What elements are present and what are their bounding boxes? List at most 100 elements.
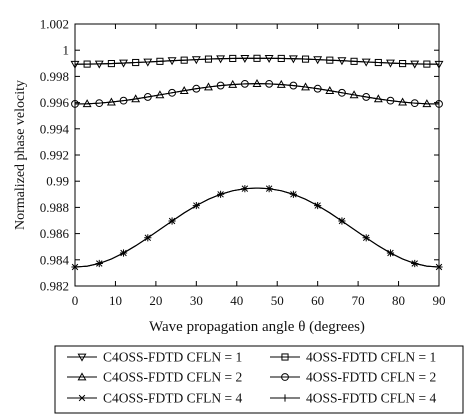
data-point-marker xyxy=(399,60,407,68)
y-tick-label: 0.992 xyxy=(40,148,69,163)
x-tick-label: 60 xyxy=(311,293,324,308)
x-tick-label: 10 xyxy=(109,293,122,308)
data-point-marker xyxy=(386,96,395,105)
legend-label: C4OSS-FDTD CFLN = 2 xyxy=(103,370,242,385)
data-point-marker xyxy=(240,79,249,88)
data-point-marker xyxy=(374,58,382,67)
x-tick-label: 80 xyxy=(392,293,405,308)
y-tick-label: 0.988 xyxy=(40,200,69,215)
series-line xyxy=(74,187,440,268)
legend-label: 4OSS-FDTD CFLN = 4 xyxy=(306,391,437,406)
data-point-marker xyxy=(71,99,79,108)
data-point-marker xyxy=(277,54,285,63)
data-point-marker xyxy=(338,217,346,225)
x-tick-label: 30 xyxy=(190,293,203,308)
data-point-marker xyxy=(168,88,176,97)
series-group xyxy=(70,54,444,271)
data-point-marker xyxy=(253,54,261,62)
x-tick-label: 70 xyxy=(352,293,365,308)
y-tick-label: 0.984 xyxy=(40,252,70,267)
legend-item: C4OSS-FDTD CFLN = 4 xyxy=(67,391,243,406)
data-point-marker xyxy=(362,234,370,242)
x-tick-label: 40 xyxy=(230,293,243,308)
x-axis-label: Wave propagation angle θ (degrees) xyxy=(149,319,365,335)
legend-box xyxy=(54,345,464,414)
y-tick-label: 0.998 xyxy=(40,69,69,84)
data-point-marker xyxy=(423,60,431,68)
data-point-marker xyxy=(326,56,334,64)
y-tick-label: 1.002 xyxy=(40,17,69,32)
series-x xyxy=(71,185,443,271)
data-point-marker xyxy=(313,84,322,93)
series-square xyxy=(74,54,440,68)
data-point-marker xyxy=(168,217,176,225)
series-line xyxy=(74,83,440,105)
data-point-marker xyxy=(410,99,419,108)
data-point-marker xyxy=(216,81,225,90)
y-tick-label: 1 xyxy=(63,43,70,58)
data-point-marker xyxy=(350,57,358,65)
y-axis-ticks: 0.982 0.984 0.986 0.988 0.99 0.992 0.994 0.996 0… xyxy=(40,17,439,294)
data-point-marker xyxy=(204,55,213,63)
data-point-marker xyxy=(289,190,297,198)
legend-item: 4OSS-FDTD CFLN = 4 xyxy=(270,391,437,406)
series-circle xyxy=(71,79,443,108)
data-point-marker xyxy=(143,93,152,101)
legend-marker xyxy=(77,353,87,362)
data-point-marker xyxy=(119,249,128,257)
data-point-marker xyxy=(132,58,140,67)
data-point-marker xyxy=(265,79,274,88)
legend-marker xyxy=(77,372,87,381)
data-point-marker xyxy=(314,201,322,210)
data-point-marker xyxy=(192,84,201,93)
y-tick-label: 0.99 xyxy=(46,174,69,189)
data-point-marker xyxy=(362,93,371,101)
data-point-marker xyxy=(144,234,152,242)
data-point-marker xyxy=(289,81,298,90)
series-line xyxy=(74,57,440,65)
data-point-marker xyxy=(83,60,91,68)
legend: C4OSS-FDTD CFLN = 1 4OSS-FDTD CFLN = 1 C4O… xyxy=(67,350,437,406)
x-tick-label: 90 xyxy=(433,293,446,308)
data-point-marker xyxy=(107,60,115,68)
y-tick-label: 0.994 xyxy=(40,121,70,136)
legend-item: C4OSS-FDTD CFLN = 2 xyxy=(67,370,242,385)
data-point-marker xyxy=(95,99,104,108)
legend-marker xyxy=(281,373,289,381)
data-point-marker xyxy=(386,249,395,257)
data-point-marker xyxy=(435,263,443,271)
legend-label: C4OSS-FDTD CFLN = 1 xyxy=(103,350,242,365)
data-point-marker xyxy=(301,55,310,63)
legend-item: 4OSS-FDTD CFLN = 2 xyxy=(270,370,436,385)
x-axis-ticks: 0 10 20 30 40 50 60 70 80 90 xyxy=(72,24,446,308)
legend-label: C4OSS-FDTD CFLN = 4 xyxy=(103,391,243,406)
data-point-marker xyxy=(180,56,188,64)
data-point-marker xyxy=(71,263,79,271)
legend-item: 4OSS-FDTD CFLN = 1 xyxy=(270,350,436,365)
data-point-marker xyxy=(411,259,419,268)
y-tick-label: 0.986 xyxy=(40,226,70,241)
data-point-marker xyxy=(192,201,200,210)
x-tick-label: 0 xyxy=(72,293,79,308)
data-point-marker xyxy=(229,54,237,63)
series-plus xyxy=(71,185,443,271)
data-point-marker xyxy=(95,259,103,268)
data-point-marker xyxy=(217,190,225,198)
legend-marker xyxy=(78,394,86,402)
legend-marker xyxy=(281,353,289,361)
data-point-marker xyxy=(156,57,164,65)
y-tick-label: 0.982 xyxy=(40,279,69,294)
data-point-marker xyxy=(241,185,249,193)
y-axis-label: Normalized phase velocity xyxy=(13,80,28,230)
data-point-marker xyxy=(435,99,443,108)
legend-item: C4OSS-FDTD CFLN = 1 xyxy=(67,350,242,365)
x-tick-label: 50 xyxy=(271,293,284,308)
y-tick-label: 0.996 xyxy=(40,95,70,110)
data-point-marker xyxy=(119,96,128,105)
legend-label: 4OSS-FDTD CFLN = 2 xyxy=(306,370,436,385)
x-tick-label: 20 xyxy=(149,293,162,308)
series-line xyxy=(74,187,440,268)
data-point-marker xyxy=(265,185,273,193)
legend-marker xyxy=(281,394,289,402)
